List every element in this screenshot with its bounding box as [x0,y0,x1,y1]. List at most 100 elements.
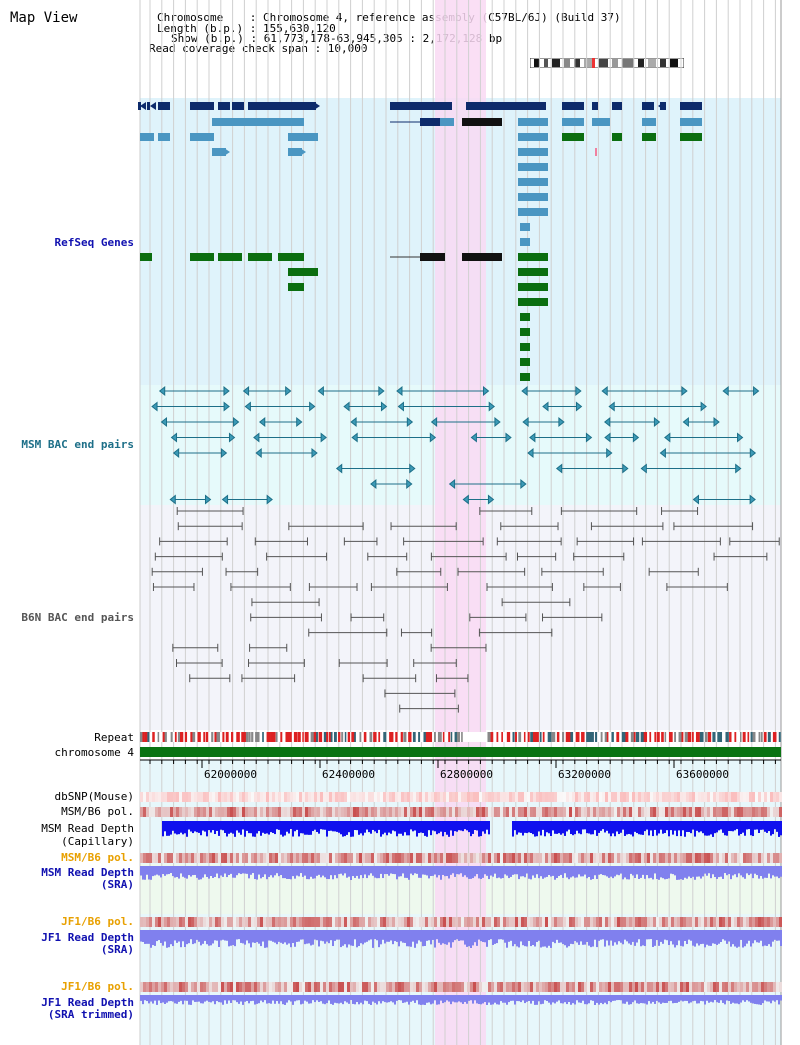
depth-bar [468,995,470,1001]
gene-exon [288,148,302,156]
track-label-dbsnp[interactable]: dbSNP(Mouse) [54,790,134,803]
depth-bar [288,930,290,944]
track-label-jf1-depth-trim-sub: (SRA trimmed) [47,1008,134,1021]
heat-cell [158,982,161,992]
heat-cell [650,982,653,992]
heat-cell [332,853,335,863]
heat-cell [368,853,371,863]
track-label-jf1-b6-pol-2[interactable]: JF1/B6 pol. [61,980,134,993]
track-label-chromosome[interactable]: chromosome 4 [54,746,134,759]
depth-bar [552,866,554,876]
track-label-repeat[interactable]: Repeat [94,731,134,744]
depth-bar [552,995,554,1003]
depth-bar [588,930,590,946]
depth-bar [524,930,526,947]
msm-pair-end [350,416,357,428]
heat-cell [413,792,416,802]
depth-bar [214,995,216,1005]
heat-cell [311,792,314,802]
depth-bar [726,930,728,944]
depth-bar [668,821,670,837]
heat-cell [335,807,338,817]
heat-cell [170,982,173,992]
refseq-genes [138,102,702,381]
depth-bar [234,821,236,837]
depth-bar [584,930,586,945]
heat-cell [443,917,446,927]
depth-bar [506,995,508,1005]
heat-cell [482,853,485,863]
heat-cell [272,807,275,817]
depth-bar [644,866,646,879]
depth-bar [548,866,550,875]
track-label-msm-depth-cap[interactable]: MSM Read Depth [41,822,134,835]
track-label-jf1-depth-sra[interactable]: JF1 Read Depth [41,931,134,944]
track-label-refseq[interactable]: RefSeq Genes [54,236,134,249]
heat-cell [320,917,323,927]
track-label-jf1-depth-trim[interactable]: JF1 Read Depth [41,996,134,1009]
depth-bar [404,930,406,943]
gene-strand-arrow [642,102,648,110]
depth-bar [256,821,258,834]
gene-exon [466,102,546,110]
heat-cell [443,807,446,817]
heat-cell [767,792,770,802]
track-label-b6n-bac[interactable]: B6N BAC end pairs [21,611,134,624]
heat-cell [257,853,260,863]
heat-cell [431,807,434,817]
depth-bar [766,821,768,833]
repeat-element [222,732,225,742]
track-label-msm-bac[interactable]: MSM BAC end pairs [21,438,134,451]
heat-cell [731,853,734,863]
depth-bar [310,995,312,1004]
depth-bar [544,930,546,947]
msm-pair-end [406,478,413,490]
heat-cell [428,917,431,927]
heat-cell [203,792,206,802]
depth-bar [278,821,280,830]
depth-bar [408,821,410,836]
heat-cell [260,792,263,802]
depth-bar [492,995,494,1005]
depth-bar [634,866,636,879]
heat-cell [638,807,641,817]
track-label-msm-b6-pol[interactable]: MSM/B6 pol. [61,805,134,818]
heat-cell [218,917,221,927]
heat-cell [665,807,668,817]
depth-bar [358,866,360,879]
depth-bar [220,866,222,876]
depth-bar [702,866,704,877]
track-label-jf1-b6-pol[interactable]: JF1/B6 pol. [61,915,134,928]
heat-cell [167,917,170,927]
repeat-element [245,732,249,742]
heat-cell [449,792,452,802]
depth-bar [772,930,774,942]
track-label-msm-b6-pol-2[interactable]: MSM/B6 pol. [61,851,134,864]
heat-cell [398,792,401,802]
depth-bar [194,821,196,832]
heat-cell [716,807,719,817]
repeat-element [523,732,526,742]
depth-bar [336,821,338,832]
depth-bar [378,866,380,879]
msm-pair-end [488,401,496,412]
depth-bar [224,930,226,941]
depth-bar [504,930,506,943]
depth-bar [166,821,168,836]
heat-cell [731,982,734,992]
heat-cell [230,792,233,802]
depth-bar [200,995,202,1004]
heat-cell [326,792,329,802]
depth-bar [390,930,392,941]
heat-cell [188,853,191,863]
depth-bar [578,995,580,1003]
depth-bar [748,866,750,876]
heat-cell [329,853,332,863]
heat-cell [203,807,206,817]
gene-exon [248,253,272,261]
heat-cell [749,982,752,992]
jf1-b6-pol-heatmap [140,917,782,927]
track-label-msm-depth-sra[interactable]: MSM Read Depth [41,866,134,879]
heat-cell [212,917,215,927]
